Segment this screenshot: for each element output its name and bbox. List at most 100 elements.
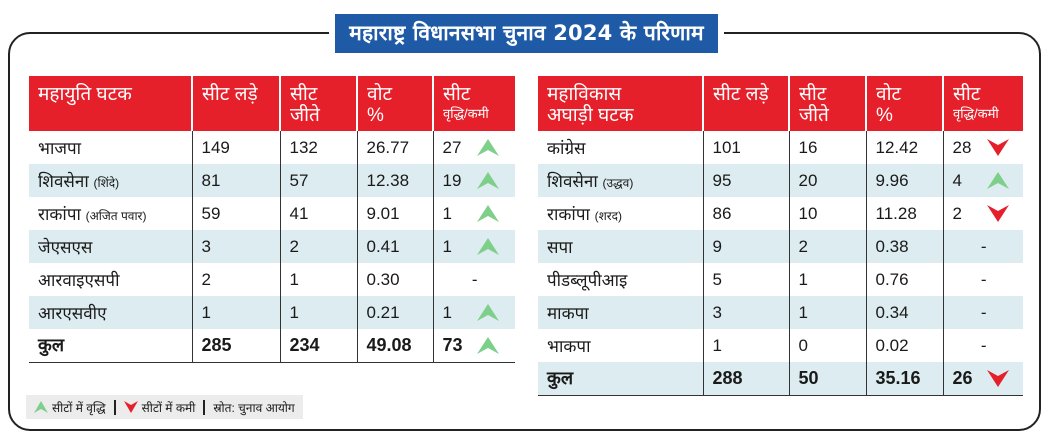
vote-cell: 11.28	[866, 197, 944, 230]
change-cell: -	[433, 263, 515, 296]
party-cell: शिवसेना (उद्धव)	[538, 164, 704, 197]
legend-down: सीटों में कमी	[123, 399, 195, 416]
change-cell: -	[943, 296, 1023, 329]
contested-cell: 81	[192, 164, 281, 197]
party-name: माकपा	[547, 304, 589, 323]
total-contested: 285	[192, 329, 281, 363]
table-row: राकांपा (अजित पवार) 59 41 9.01 1	[29, 197, 515, 230]
party-name: भाजपा	[38, 139, 82, 158]
down-arrow-icon	[986, 205, 1009, 222]
seat-change-value: 19	[442, 170, 462, 190]
vote-cell: 0.02	[866, 329, 944, 362]
change-cell: 28	[943, 131, 1023, 164]
total-label: कुल	[538, 362, 704, 396]
total-change: 73	[433, 329, 515, 363]
left-results-table: महायुति घटक सीट लड़े सीट जीते वोट% सीट वृद…	[29, 76, 515, 363]
up-arrow-icon	[476, 304, 499, 321]
seat-change-value: 1	[442, 302, 452, 322]
contested-cell: 9	[703, 230, 790, 263]
won-cell: 0	[789, 329, 867, 362]
total-vote: 35.16	[866, 362, 944, 396]
contested-cell: 1	[703, 329, 790, 362]
party-name: कांग्रेस	[547, 139, 586, 158]
table-row: माकपा 3 1 0.34 -	[538, 296, 1023, 329]
total-won: 234	[280, 329, 358, 363]
up-arrow-icon	[476, 172, 499, 189]
contested-cell: 101	[703, 131, 790, 164]
won-cell: 1	[280, 296, 358, 329]
won-cell: 1	[789, 263, 867, 296]
header-alliance: महाविकास अघाड़ी घटक	[538, 76, 704, 131]
total-vote: 49.08	[357, 329, 434, 363]
table-row: जेएसएस 3 2 0.41 1	[29, 230, 515, 263]
change-cell: 1	[433, 230, 515, 263]
vote-cell: 9.96	[866, 164, 944, 197]
change-cell: -	[943, 230, 1023, 263]
table-header-row: महायुति घटक सीट लड़े सीट जीते वोट% सीट वृद…	[29, 76, 515, 131]
party-subname: (शिंदे)	[93, 176, 120, 190]
table-header-row: महाविकास अघाड़ी घटक सीट लड़े सीट जीते वोट%…	[538, 76, 1023, 131]
party-cell: भाजपा	[29, 131, 193, 164]
total-won: 50	[789, 362, 867, 396]
up-arrow-icon	[986, 172, 1009, 189]
party-cell: आरवाइएसपी	[29, 263, 193, 296]
title-banner: महाराष्ट्र विधानसभा चुनाव 2024 के परिणाम	[0, 14, 1053, 53]
party-name: राकांपा	[547, 205, 590, 224]
party-name: आरवाइएसपी	[38, 271, 120, 290]
change-cell: -	[943, 263, 1023, 296]
vote-cell: 0.76	[866, 263, 944, 296]
total-row: कुल 288 50 35.16 26	[538, 362, 1023, 396]
seat-change-value: -	[980, 269, 987, 289]
party-cell: माकपा	[538, 296, 704, 329]
won-cell: 2	[789, 230, 867, 263]
header-won: सीट जीते	[789, 76, 867, 131]
party-subname: (शरद)	[594, 209, 623, 223]
up-arrow-icon	[34, 401, 48, 413]
table-row: आरवाइएसपी 2 1 0.30 -	[29, 263, 515, 296]
party-cell: राकांपा (अजित पवार)	[29, 197, 193, 230]
seat-change-value: 1	[442, 236, 452, 256]
total-label: कुल	[29, 329, 193, 363]
change-cell: -	[943, 329, 1023, 362]
down-arrow-icon	[986, 369, 1009, 387]
party-cell: आरएसवीए	[29, 296, 193, 329]
party-cell: भाकपा	[538, 329, 704, 362]
down-arrow-icon	[986, 139, 1009, 156]
contested-cell: 149	[192, 131, 281, 164]
contested-cell: 3	[192, 230, 281, 263]
vote-cell: 0.21	[357, 296, 434, 329]
party-cell: सपा	[538, 230, 704, 263]
vote-cell: 0.34	[866, 296, 944, 329]
change-cell: 4	[943, 164, 1023, 197]
contested-cell: 59	[192, 197, 281, 230]
total-change: 26	[943, 362, 1023, 396]
party-cell: शिवसेना (शिंदे)	[29, 164, 193, 197]
change-cell: 1	[433, 197, 515, 230]
down-arrow-icon	[123, 401, 138, 413]
change-cell: 27	[433, 131, 515, 164]
won-cell: 16	[789, 131, 867, 164]
seat-change-value: 27	[442, 137, 462, 157]
header-contested: सीट लड़े	[192, 76, 281, 131]
header-vote-percent: वोट%	[866, 76, 944, 131]
party-name: शिवसेना	[38, 172, 89, 191]
table-row: राकांपा (शरद) 86 10 11.28 2	[538, 197, 1023, 230]
contested-cell: 1	[192, 296, 281, 329]
table-row: शिवसेना (उद्धव) 95 20 9.96 4	[538, 164, 1023, 197]
party-name: राकांपा	[38, 205, 81, 224]
party-cell: जेएसएस	[29, 230, 193, 263]
party-name: सपा	[547, 238, 573, 257]
won-cell: 132	[280, 131, 358, 164]
won-cell: 2	[280, 230, 358, 263]
table-row: सपा 9 2 0.38 -	[538, 230, 1023, 263]
table-body: कांग्रेस 101 16 12.42 28 शिवसेना (उद्धव) 95 20 9…	[538, 131, 1023, 396]
legend-up-label: सीटों में वृद्धि	[52, 400, 106, 415]
contested-cell: 5	[703, 263, 790, 296]
contested-cell: 86	[703, 197, 790, 230]
party-subname: (उद्धव)	[602, 176, 634, 190]
party-name: जेएसएस	[38, 238, 93, 257]
seat-change-value: -	[980, 302, 987, 322]
right-results-table: महाविकास अघाड़ी घटक सीट लड़े सीट जीते वोट%…	[538, 76, 1023, 396]
seat-change-value: -	[980, 335, 987, 355]
total-change-value: 73	[442, 334, 463, 355]
